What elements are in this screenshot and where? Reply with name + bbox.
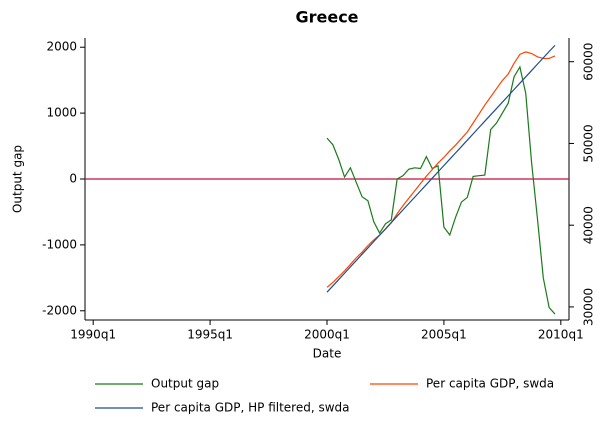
y-tick-label: 1000: [46, 106, 77, 120]
series-line: [326, 51, 556, 288]
y2-tick-label: 30000: [582, 288, 596, 326]
series-line: [326, 44, 556, 293]
x-tick-label: 1990q1: [70, 328, 116, 342]
x-tick-label: 2000q1: [304, 328, 350, 342]
y-tick-label: -2000: [42, 303, 77, 317]
series-line: [326, 65, 556, 315]
y2-tick-label: 60000: [582, 43, 596, 81]
chart-title: Greece: [295, 8, 358, 27]
legend-label: Per capita GDP, swda: [426, 377, 554, 391]
y-tick-label: 0: [69, 172, 77, 186]
x-tick-label: 1995q1: [187, 328, 233, 342]
y-tick-label: 2000: [46, 40, 77, 54]
x-tick-label: 2005q1: [421, 328, 467, 342]
x-axis-title: Date: [313, 347, 342, 361]
y2-tick-label: 50000: [582, 124, 596, 162]
x-tick-label: 2010q1: [538, 328, 584, 342]
y-axis-title: Output gap: [11, 145, 25, 213]
legend-label: Per capita GDP, HP filtered, swda: [151, 401, 350, 415]
y-tick-label: -1000: [42, 237, 77, 251]
y2-tick-label: 40000: [582, 206, 596, 244]
legend-label: Output gap: [151, 377, 219, 391]
